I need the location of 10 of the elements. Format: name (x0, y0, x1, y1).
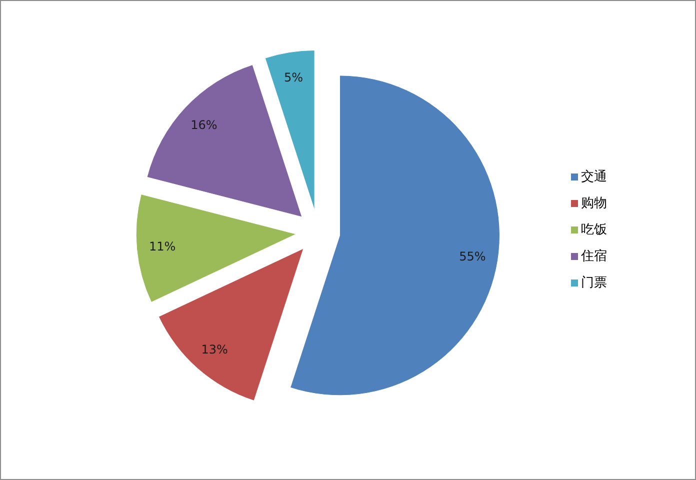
data-label: 13% (201, 342, 228, 356)
data-label: 5% (284, 70, 304, 85)
data-label: 11% (148, 240, 176, 254)
legend-label: 交通 (581, 168, 607, 184)
legend-label: 购物 (581, 196, 607, 211)
legend-label: 住宿 (580, 248, 607, 264)
legend-label: 吃饭 (581, 222, 607, 238)
data-label: 55% (459, 249, 486, 264)
legend-label: 门票 (581, 274, 607, 290)
data-label: 16% (190, 118, 218, 132)
